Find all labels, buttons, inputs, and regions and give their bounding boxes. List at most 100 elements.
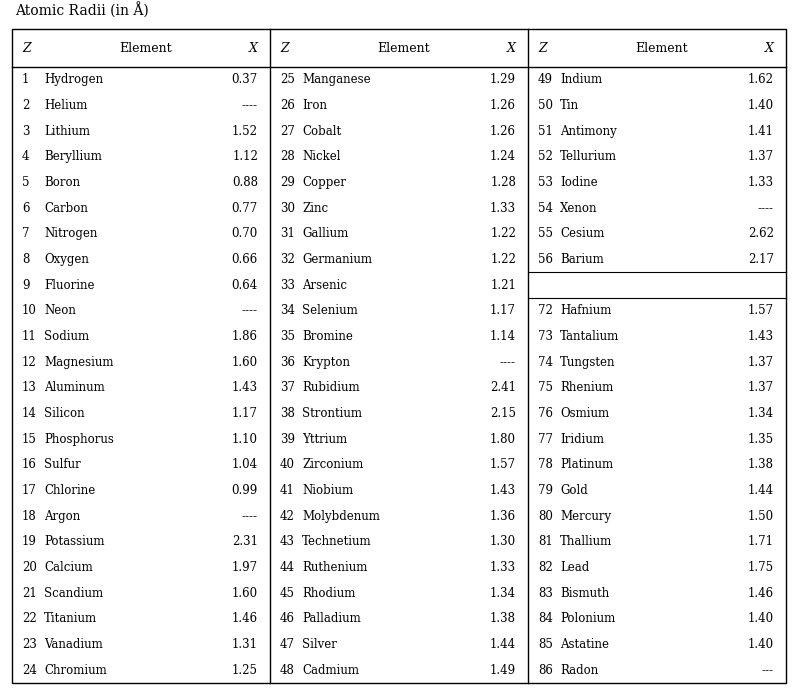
Text: 22: 22 <box>22 612 37 625</box>
Text: Ruthenium: Ruthenium <box>302 561 367 574</box>
Text: 1.57: 1.57 <box>490 458 516 471</box>
Text: 82: 82 <box>538 561 553 574</box>
Text: Z: Z <box>280 41 289 55</box>
Text: 1.57: 1.57 <box>748 304 774 317</box>
Text: 1.37: 1.37 <box>748 151 774 163</box>
Text: 84: 84 <box>538 612 553 625</box>
Text: Lead: Lead <box>560 561 589 574</box>
Text: Helium: Helium <box>44 99 87 112</box>
Text: Element: Element <box>377 41 430 55</box>
Text: Rhenium: Rhenium <box>560 381 613 395</box>
Text: Potassium: Potassium <box>44 536 105 549</box>
Text: Iodine: Iodine <box>560 176 598 189</box>
Text: ----: ---- <box>758 202 774 215</box>
Text: 0.77: 0.77 <box>231 202 258 215</box>
Text: 1.62: 1.62 <box>748 73 774 86</box>
Text: Tin: Tin <box>560 99 579 112</box>
Text: Titanium: Titanium <box>44 612 97 625</box>
Text: 38: 38 <box>280 407 295 420</box>
Text: 1.26: 1.26 <box>490 99 516 112</box>
Text: 1.33: 1.33 <box>490 202 516 215</box>
Text: 2.15: 2.15 <box>490 407 516 420</box>
Text: 1.60: 1.60 <box>232 587 258 600</box>
Text: 79: 79 <box>538 484 553 497</box>
Text: 1.10: 1.10 <box>232 433 258 446</box>
Text: 0.64: 0.64 <box>231 278 258 292</box>
Text: 1.21: 1.21 <box>490 278 516 292</box>
Text: Oxygen: Oxygen <box>44 253 89 266</box>
Text: 1.17: 1.17 <box>490 304 516 317</box>
Text: ----: ---- <box>500 356 516 369</box>
Text: 9: 9 <box>22 278 30 292</box>
Text: X: X <box>507 41 516 55</box>
Text: 78: 78 <box>538 458 553 471</box>
Text: 33: 33 <box>280 278 295 292</box>
Text: Polonium: Polonium <box>560 612 615 625</box>
Text: Z: Z <box>22 41 30 55</box>
Text: Indium: Indium <box>560 73 602 86</box>
Text: 29: 29 <box>280 176 295 189</box>
Text: Zinc: Zinc <box>302 202 328 215</box>
Text: 48: 48 <box>280 663 295 676</box>
Text: Xenon: Xenon <box>560 202 598 215</box>
Text: 2.62: 2.62 <box>748 227 774 240</box>
Text: Neon: Neon <box>44 304 76 317</box>
Text: Osmium: Osmium <box>560 407 609 420</box>
Text: Tantalium: Tantalium <box>560 330 619 343</box>
Text: 1.12: 1.12 <box>232 151 258 163</box>
Text: 83: 83 <box>538 587 553 600</box>
Text: Copper: Copper <box>302 176 346 189</box>
Text: 2.41: 2.41 <box>490 381 516 395</box>
Text: Bromine: Bromine <box>302 330 353 343</box>
Text: 1.97: 1.97 <box>232 561 258 574</box>
Text: Nickel: Nickel <box>302 151 341 163</box>
Text: Hafnium: Hafnium <box>560 304 611 317</box>
Text: 16: 16 <box>22 458 37 471</box>
Text: 2: 2 <box>22 99 30 112</box>
Text: 17: 17 <box>22 484 37 497</box>
Text: Z: Z <box>538 41 547 55</box>
Text: 1.43: 1.43 <box>490 484 516 497</box>
Text: Barium: Barium <box>560 253 604 266</box>
Text: 27: 27 <box>280 124 295 138</box>
Text: Selenium: Selenium <box>302 304 358 317</box>
Text: 15: 15 <box>22 433 37 446</box>
Text: 86: 86 <box>538 663 553 676</box>
Text: 36: 36 <box>280 356 295 369</box>
Text: 0.66: 0.66 <box>231 253 258 266</box>
Text: Lithium: Lithium <box>44 124 90 138</box>
Text: 1.43: 1.43 <box>748 330 774 343</box>
Text: 42: 42 <box>280 510 295 522</box>
Text: Phosphorus: Phosphorus <box>44 433 114 446</box>
Text: Sodium: Sodium <box>44 330 89 343</box>
Text: Platinum: Platinum <box>560 458 613 471</box>
Text: Scandium: Scandium <box>44 587 103 600</box>
Text: 1.25: 1.25 <box>232 663 258 676</box>
Text: 40: 40 <box>280 458 295 471</box>
Text: 77: 77 <box>538 433 553 446</box>
Text: 10: 10 <box>22 304 37 317</box>
Text: Cesium: Cesium <box>560 227 604 240</box>
Text: 56: 56 <box>538 253 553 266</box>
Text: 1.44: 1.44 <box>490 638 516 651</box>
Text: Technetium: Technetium <box>302 536 372 549</box>
Text: Rhodium: Rhodium <box>302 587 355 600</box>
Text: 37: 37 <box>280 381 295 395</box>
Text: 72: 72 <box>538 304 553 317</box>
Text: 1.22: 1.22 <box>490 227 516 240</box>
Text: 1.41: 1.41 <box>748 124 774 138</box>
Text: 51: 51 <box>538 124 553 138</box>
Text: ----: ---- <box>242 510 258 522</box>
Text: 23: 23 <box>22 638 37 651</box>
Text: 1.71: 1.71 <box>748 536 774 549</box>
Text: 81: 81 <box>538 536 553 549</box>
Text: 1.40: 1.40 <box>748 638 774 651</box>
Text: Vanadium: Vanadium <box>44 638 103 651</box>
Text: 1.52: 1.52 <box>232 124 258 138</box>
Text: Sulfur: Sulfur <box>44 458 81 471</box>
Text: Gallium: Gallium <box>302 227 348 240</box>
Text: Mercury: Mercury <box>560 510 611 522</box>
Text: Arsenic: Arsenic <box>302 278 347 292</box>
Text: Iron: Iron <box>302 99 327 112</box>
Text: 31: 31 <box>280 227 295 240</box>
